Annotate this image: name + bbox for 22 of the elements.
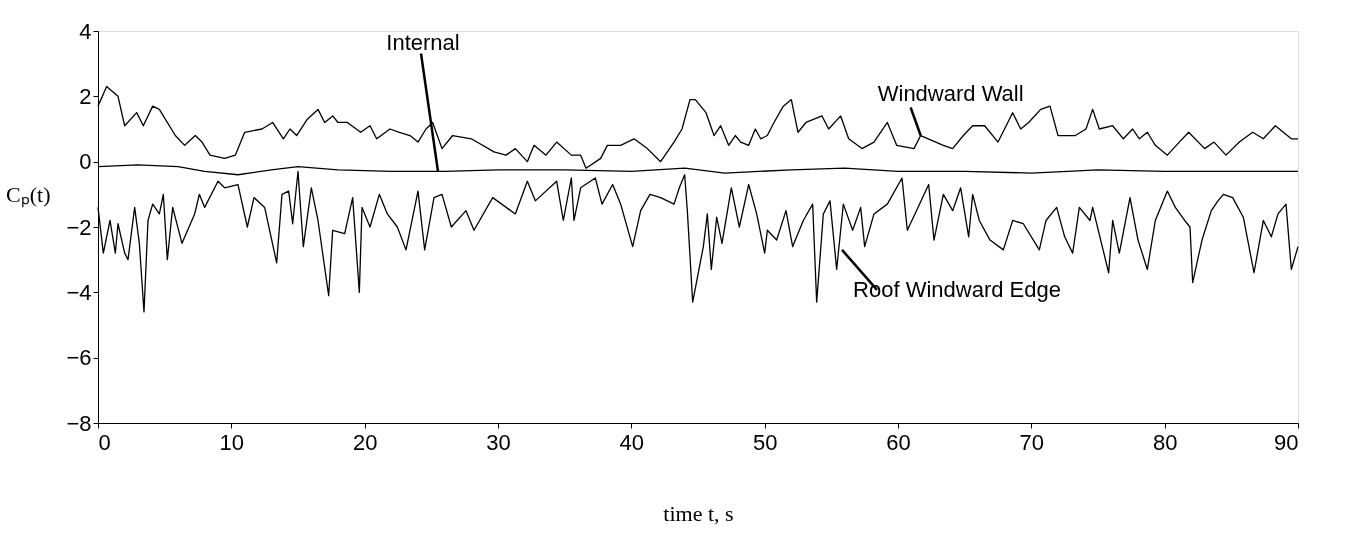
- y-tick-label: −6: [66, 345, 92, 371]
- x-tick-label: 80: [1152, 429, 1178, 455]
- x-tick-label: 60: [886, 429, 911, 455]
- x-tick-label: 30: [486, 429, 511, 455]
- y-tick-label: −4: [66, 279, 92, 305]
- x-tick-label: 20: [352, 429, 378, 455]
- x-axis-title: time t, s: [663, 500, 734, 526]
- x-tick-label: 40: [619, 429, 645, 455]
- y-tick-label: −8: [66, 410, 92, 436]
- annotation: Internal: [386, 30, 460, 56]
- annotation: Roof Windward Edge: [853, 276, 1061, 302]
- x-tick-label: 70: [1019, 429, 1045, 455]
- x-tick-label: 90: [1274, 429, 1299, 455]
- y-axis-title: Cₚ(t): [6, 181, 51, 208]
- x-tick-label: 50: [752, 429, 778, 455]
- x-tick-label: 0: [98, 429, 111, 455]
- x-tick-label: 10: [219, 429, 245, 455]
- y-tick-label: 0: [79, 149, 92, 175]
- y-tick-label: −2: [66, 214, 92, 240]
- y-tick-label: 2: [79, 83, 92, 109]
- y-tick-label: 4: [79, 18, 92, 44]
- annotation: Windward Wall: [877, 80, 1024, 106]
